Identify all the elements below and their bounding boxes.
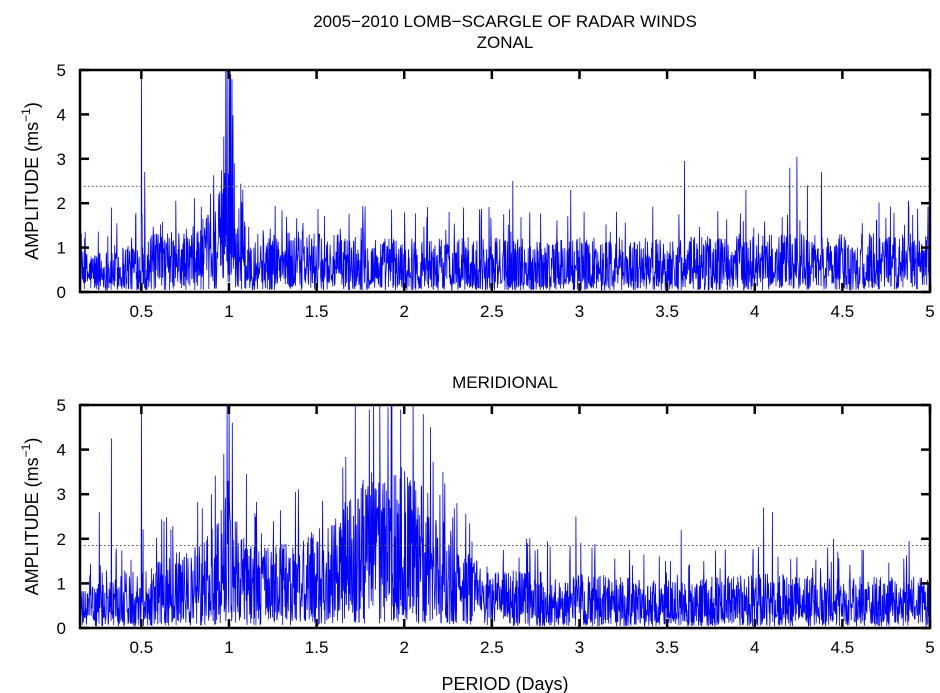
x-tick-label: 4	[750, 302, 759, 321]
x-tick-label: 1.5	[305, 302, 329, 321]
x-tick-label: 4.5	[831, 302, 855, 321]
y-tick-label: 2	[57, 194, 66, 213]
y-tick-label: 4	[57, 441, 66, 460]
y-tick-label: 5	[57, 396, 66, 415]
zonal-panel: 0.5 1 1.5 2 2.5 3 3.5 4 4.5 5 0 1 2 3 4 5 AMPLITUDE (ms−…	[19, 61, 935, 321]
x-tick-label: 2.5	[480, 302, 504, 321]
y-axis-label: AMPLITUDE (ms−1)	[19, 438, 42, 596]
x-tick-label: 4.5	[831, 638, 855, 657]
axes-frame	[78, 403, 932, 630]
x-tick-label: 5	[925, 302, 934, 321]
x-tick-label: 2.5	[480, 638, 504, 657]
x-tick-label: 1	[224, 302, 233, 321]
y-tick-label: 1	[57, 574, 66, 593]
spectrum-series-line	[80, 405, 930, 628]
y-axis-label: AMPLITUDE (ms−1)	[19, 102, 42, 260]
y-tick-label: 2	[57, 530, 66, 549]
panel-title-zonal: ZONAL	[477, 33, 534, 52]
x-axis-label: PERIOD (Days)	[441, 674, 568, 693]
figure-title: 2005−2010 LOMB−SCARGLE OF RADAR WINDS	[313, 12, 697, 31]
x-tick-label: 3.5	[655, 638, 679, 657]
y-tick-label: 0	[57, 283, 66, 302]
x-tick-label: 2	[399, 638, 408, 657]
axes-frame	[78, 68, 932, 294]
x-tick-label: 4	[750, 638, 759, 657]
panel-title-meridional: MERIDIONAL	[452, 373, 558, 392]
y-tick-label: 1	[57, 239, 66, 258]
meridional-panel: 0.5 1 1.5 2 2.5 3 3.5 4 4.5 5 0 1 2 3 4 5 AMPLITUDE (ms−…	[19, 396, 935, 657]
x-tick-label: 2	[399, 302, 408, 321]
x-tick-label: 0.5	[130, 638, 154, 657]
x-tick-label: 3	[575, 302, 584, 321]
x-tick-label: 1	[224, 638, 233, 657]
spectrum-series-line	[80, 70, 930, 292]
y-tick-label: 3	[57, 150, 66, 169]
y-tick-label: 5	[57, 61, 66, 80]
y-tick-label: 0	[57, 619, 66, 638]
x-tick-label: 5	[925, 638, 934, 657]
x-tick-label: 1.5	[305, 638, 329, 657]
x-tick-label: 3	[575, 638, 584, 657]
x-tick-label: 0.5	[130, 302, 154, 321]
x-tick-label: 3.5	[655, 302, 679, 321]
y-tick-label: 4	[57, 105, 66, 124]
y-tick-label: 3	[57, 485, 66, 504]
